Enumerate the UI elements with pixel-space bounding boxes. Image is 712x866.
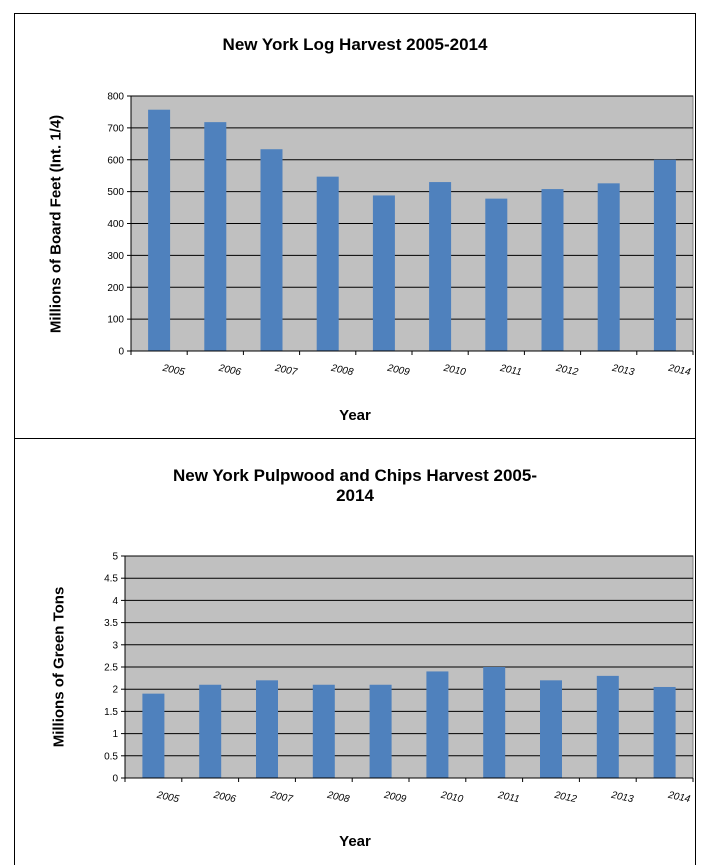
bar (541, 189, 564, 351)
log-harvest-chart-panel: New York Log Harvest 2005-2014 Millions … (14, 13, 696, 439)
y-tick-label: 3 (112, 640, 118, 651)
bar (596, 675, 619, 778)
y-tick-label: 700 (107, 123, 124, 134)
y-tick-label: 1.5 (104, 707, 118, 718)
y-tick-label: 800 (107, 92, 124, 103)
chart-title: New York Pulpwood and Chips Harvest 2005… (172, 466, 538, 505)
y-tick-label: 300 (107, 251, 124, 262)
y-tick-label: 3.5 (104, 618, 118, 629)
x-tick-label: 2007 (273, 363, 298, 379)
x-tick-label: 2014 (666, 363, 691, 379)
x-tick-label: 2014 (666, 790, 691, 806)
bar (653, 686, 676, 778)
y-tick-label: 5 (112, 552, 118, 563)
y-tick-label: 0 (112, 774, 118, 785)
pulpwood-harvest-plot: 0 0.5 1 1.5 2 2.5 3 3.5 4 4.5 5 2005 2006 2007 2008 200… (104, 552, 694, 806)
bar (540, 680, 562, 778)
bar (369, 684, 392, 778)
y-tick-label: 2 (112, 685, 118, 696)
bar (483, 667, 506, 778)
bar (260, 149, 283, 351)
bar (256, 680, 278, 778)
y-tick-label: 0 (118, 347, 124, 358)
y-tick-label: 2.5 (104, 663, 118, 674)
bar (485, 198, 508, 351)
x-tick-label: 2006 (212, 790, 237, 806)
x-tick-label: 2006 (217, 363, 242, 379)
y-tick-label: 4 (112, 596, 118, 607)
x-tick-label: 2011 (498, 363, 522, 378)
bar (597, 183, 620, 351)
bar (204, 122, 227, 351)
bar (653, 159, 676, 351)
x-axis-label: Year (339, 407, 371, 424)
x-tick-label: 2013 (610, 363, 635, 379)
x-tick-label: 2005 (155, 790, 180, 806)
x-tick-label: 2012 (554, 363, 579, 379)
y-tick-label: 100 (107, 315, 124, 326)
bar (316, 176, 339, 351)
y-tick-label: 0.5 (104, 751, 118, 762)
x-tick-label: 2009 (382, 790, 407, 806)
x-tick-label: 2005 (161, 363, 186, 379)
y-tick-label: 600 (107, 155, 124, 166)
bar (142, 693, 165, 778)
x-tick-label: 2008 (329, 363, 354, 379)
bar (429, 182, 452, 351)
y-tick-label: 200 (107, 283, 124, 294)
y-tick-label: 1 (112, 729, 118, 740)
x-tick-label: 2008 (325, 790, 350, 806)
x-tick-label: 2013 (609, 790, 634, 806)
x-tick-label: 2010 (442, 363, 467, 379)
x-tick-label: 2009 (385, 363, 410, 379)
pulpwood-harvest-chart-panel: New York Pulpwood and Chips Harvest 2005… (14, 438, 696, 865)
bar (312, 684, 335, 778)
bar (426, 671, 449, 778)
y-tick-label: 500 (107, 187, 124, 198)
y-tick-label: 400 (107, 219, 124, 230)
log-harvest-plot: 0 100 200 300 400 500 600 700 800 2005 2006 2007 200… (107, 92, 694, 379)
x-tick-label: 2011 (496, 790, 520, 805)
x-tick-label: 2007 (269, 790, 294, 806)
bar (148, 109, 171, 351)
x-tick-label: 2010 (439, 790, 464, 806)
x-tick-label: 2012 (553, 790, 578, 806)
x-axis-label: Year (339, 833, 371, 850)
chart-title: New York Log Harvest 2005-2014 (222, 35, 488, 54)
bar (199, 684, 222, 778)
y-tick-label: 4.5 (104, 574, 118, 585)
bar (372, 195, 395, 351)
